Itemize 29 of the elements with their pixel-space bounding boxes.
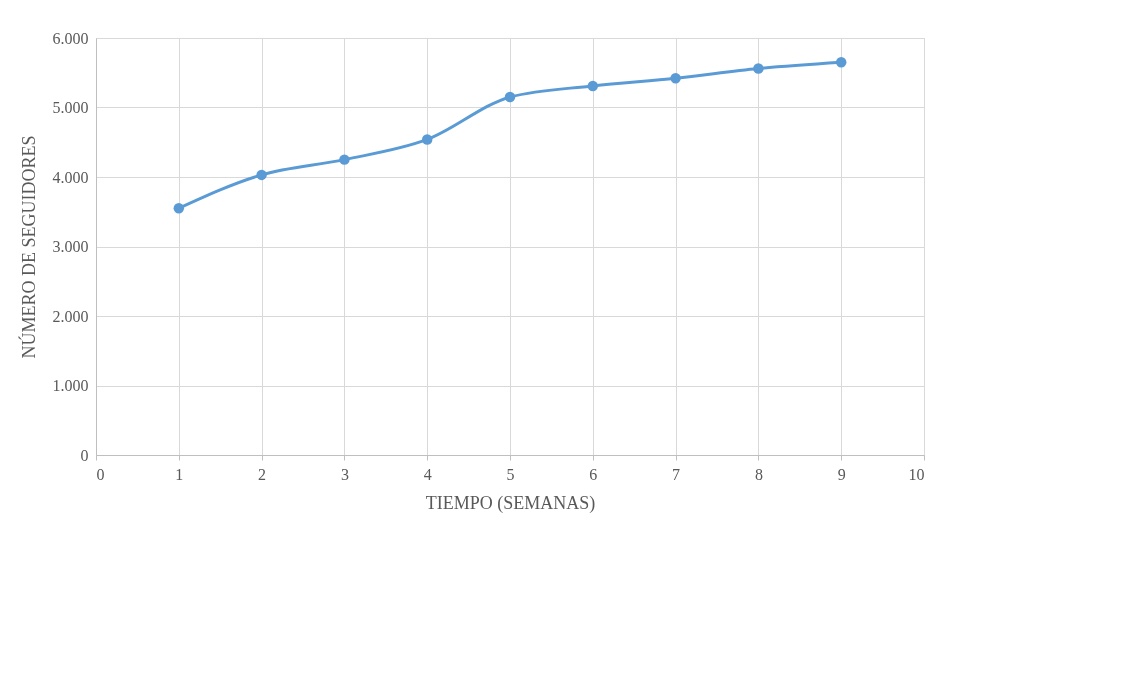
y-tick-label: 3.000 xyxy=(52,238,89,255)
y-tick-label: 1.000 xyxy=(52,377,89,394)
x-tick-label: 9 xyxy=(837,465,846,483)
y-axis-title: NÚMERO DE SEGUIDORES xyxy=(17,135,39,359)
point xyxy=(173,203,185,214)
point xyxy=(587,80,599,92)
point xyxy=(753,63,764,74)
y-tick-label: 4.000 xyxy=(52,168,89,186)
x-tick-label: 1 xyxy=(175,465,184,483)
point xyxy=(504,91,516,103)
x-tick-label: 2 xyxy=(258,465,267,483)
x-tick-label: 5 xyxy=(506,465,515,483)
y-tick-label: 5.000 xyxy=(52,99,89,116)
y-tick-label: 0 xyxy=(80,446,89,464)
point xyxy=(421,134,433,145)
point xyxy=(256,169,267,181)
y-tick-label: 2.000 xyxy=(52,307,89,325)
x-tick-label: 10 xyxy=(908,465,925,483)
x-tick-label: 0 xyxy=(96,465,105,483)
y-tick-label: 6.000 xyxy=(52,29,89,47)
x-tick-label: 3 xyxy=(340,465,349,483)
x-tick-label: 6 xyxy=(589,465,598,483)
point xyxy=(339,154,350,165)
point xyxy=(835,57,847,68)
point xyxy=(670,73,681,84)
x-tick-label: 8 xyxy=(754,465,763,483)
x-tick-label: 7 xyxy=(672,465,681,483)
x-tick-label: 4 xyxy=(423,465,432,483)
x-axis-title: TIEMPO (SEMANAS) xyxy=(425,492,596,514)
